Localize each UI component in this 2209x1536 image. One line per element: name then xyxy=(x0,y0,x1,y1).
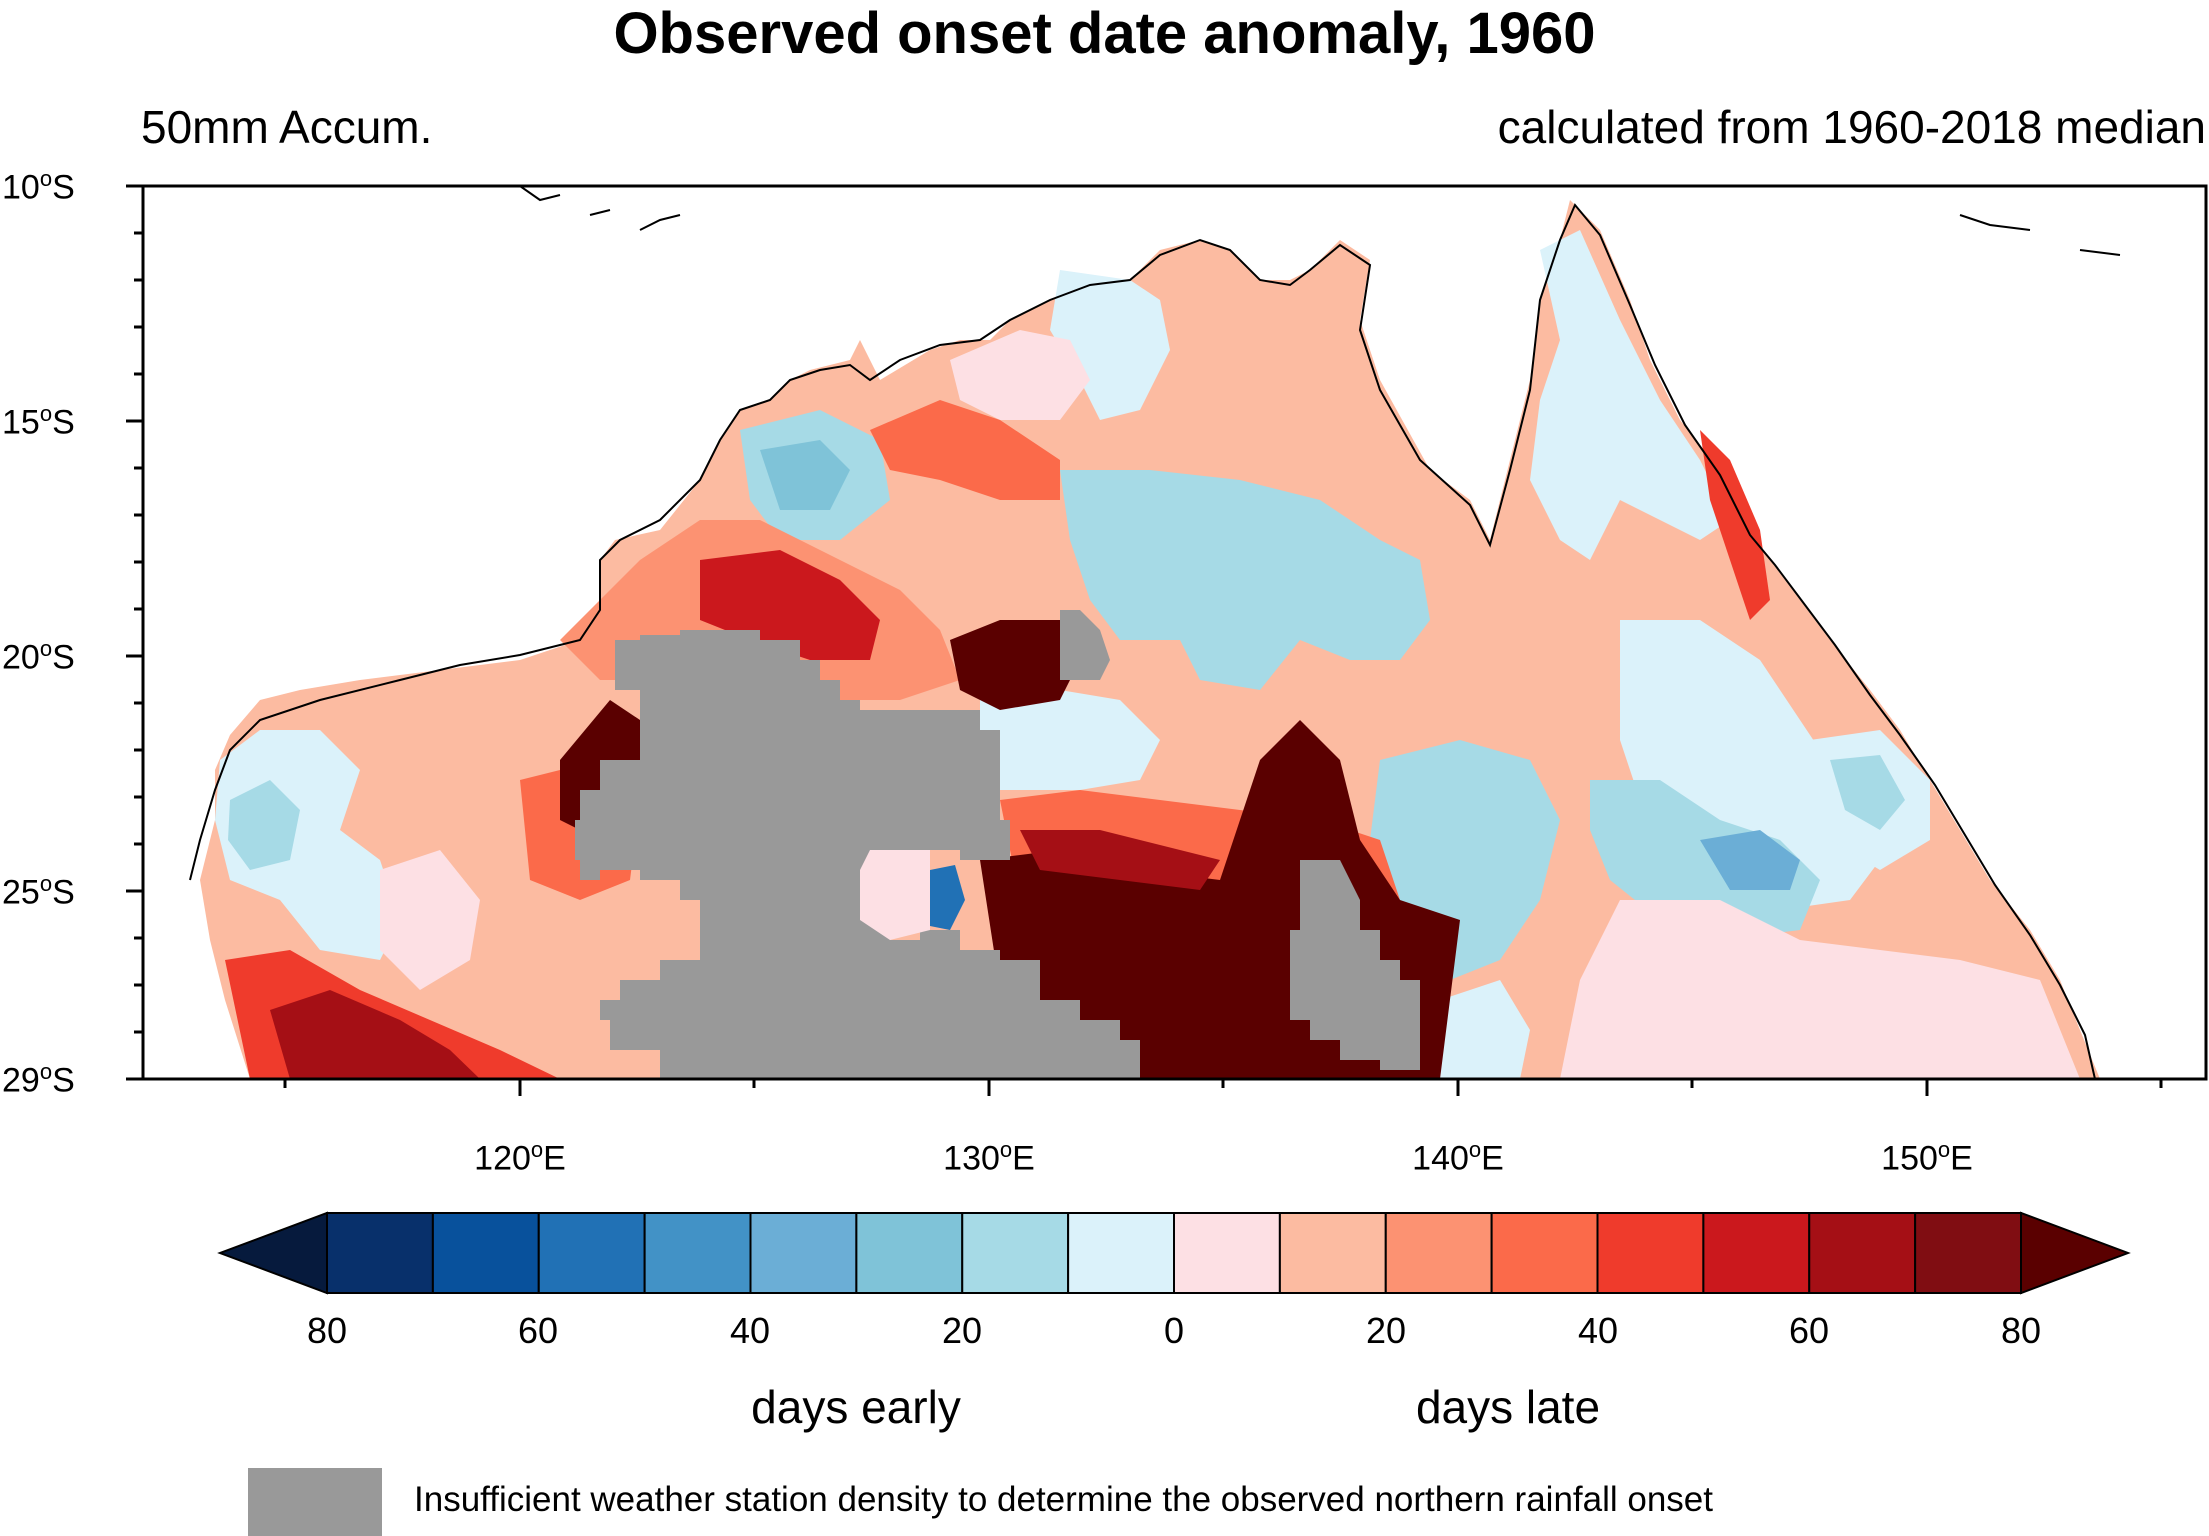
region-early-east-coast-core xyxy=(1830,755,1905,830)
lat-label-20s: 20oS xyxy=(2,636,75,677)
colorbar-swatch xyxy=(1914,1212,2022,1294)
coastline xyxy=(189,203,2096,1079)
region-late-pink-west xyxy=(380,850,480,990)
region-early-central xyxy=(1060,470,1430,690)
anomaly-field xyxy=(189,186,2121,1079)
subtitle-left: 50mm Accum. xyxy=(141,101,433,153)
missing-data-north xyxy=(1060,610,1110,680)
lon-label-140e: 140oE xyxy=(1412,1137,1504,1178)
colorbar-swatch xyxy=(431,1212,540,1294)
region-late-dark-sw xyxy=(270,990,480,1079)
region-early-central-light xyxy=(980,690,1160,790)
region-late-pink-north xyxy=(950,330,1090,420)
colorbar-tick-label: 0 xyxy=(1163,1310,1185,1351)
colorbar-swatch xyxy=(1384,1212,1493,1294)
lat-ticks xyxy=(126,184,143,1081)
colorbar-tick-label: 40 xyxy=(729,1310,771,1351)
region-early-arnhem xyxy=(1050,270,1170,420)
days-late-label: days late xyxy=(1415,1381,1601,1433)
missing-data-east xyxy=(1290,860,1420,1070)
map-frame xyxy=(141,184,2208,1081)
colorbar-swatch xyxy=(326,1212,434,1294)
days-early-label: days early xyxy=(751,1381,961,1433)
lon-label-130e: 130oE xyxy=(943,1137,1035,1178)
colorbar-swatch xyxy=(537,1212,646,1294)
colorbar xyxy=(217,1211,2131,1295)
colorbar-swatch xyxy=(1702,1212,1811,1294)
colorbar-swatch xyxy=(1490,1212,1599,1294)
lat-label-10s: 10oS xyxy=(2,166,75,207)
missing-data-legend-text: Insufficient weather station density to … xyxy=(414,1480,1713,1519)
colorbar-swatch xyxy=(1596,1212,1705,1294)
region-early-west-inner xyxy=(228,780,300,870)
colorbar-swatch xyxy=(855,1212,964,1294)
region-early-kimberley-core xyxy=(760,440,850,510)
colorbar-swatch xyxy=(749,1212,858,1294)
colorbar-swatch xyxy=(1808,1212,1917,1294)
lon-label-150e: 150oE xyxy=(1881,1137,1973,1178)
colorbar-under-triangle xyxy=(217,1211,328,1295)
colorbar-tick-label: 60 xyxy=(517,1310,559,1351)
colorbar-over-triangle xyxy=(2020,1211,2131,1295)
region-late-dark-south xyxy=(1020,830,1220,890)
colorbar-tick-label: 20 xyxy=(941,1310,983,1351)
colorbar-swatch xyxy=(1173,1212,1281,1294)
region-early-east-central-light xyxy=(1430,980,1530,1079)
region-late-over-central xyxy=(950,620,1080,710)
colorbar-swatch xyxy=(961,1212,1070,1294)
colorbar-swatch xyxy=(1067,1212,1175,1294)
lat-label-15s: 15oS xyxy=(2,401,75,442)
subtitle-right: calculated from 1960-2018 median xyxy=(1497,101,2206,153)
coastline-islands xyxy=(519,186,2121,256)
region-late-red-cape-coast xyxy=(1700,430,1770,620)
colorbar-tick-label: 80 xyxy=(2000,1310,2042,1351)
missing-data-swatch xyxy=(248,1468,382,1536)
lat-label-29s: 29oS xyxy=(2,1059,75,1100)
region-early-cape-york xyxy=(1530,230,1730,560)
region-late-red-darwin xyxy=(870,400,1060,500)
lon-label-120e: 120oE xyxy=(474,1137,566,1178)
colorbar-tick-label: 20 xyxy=(1365,1310,1407,1351)
lon-ticks xyxy=(283,1079,2163,1096)
region-early-qld-core xyxy=(1700,830,1800,890)
figure-title: Observed onset date anomaly, 1960 xyxy=(613,1,1596,66)
colorbar-tick-label: 60 xyxy=(1788,1310,1830,1351)
missing-data-west xyxy=(575,630,1140,1079)
region-late-pink-se xyxy=(1560,900,2080,1079)
region-early-spot xyxy=(925,865,965,930)
colorbar-swatch xyxy=(643,1212,752,1294)
missing-data-pink xyxy=(860,850,930,940)
colorbar-tick-label: 40 xyxy=(1577,1310,1619,1351)
colorbar-tick-label: 80 xyxy=(306,1310,348,1351)
lat-label-25s: 25oS xyxy=(2,871,75,912)
colorbar-swatch xyxy=(1278,1212,1387,1294)
